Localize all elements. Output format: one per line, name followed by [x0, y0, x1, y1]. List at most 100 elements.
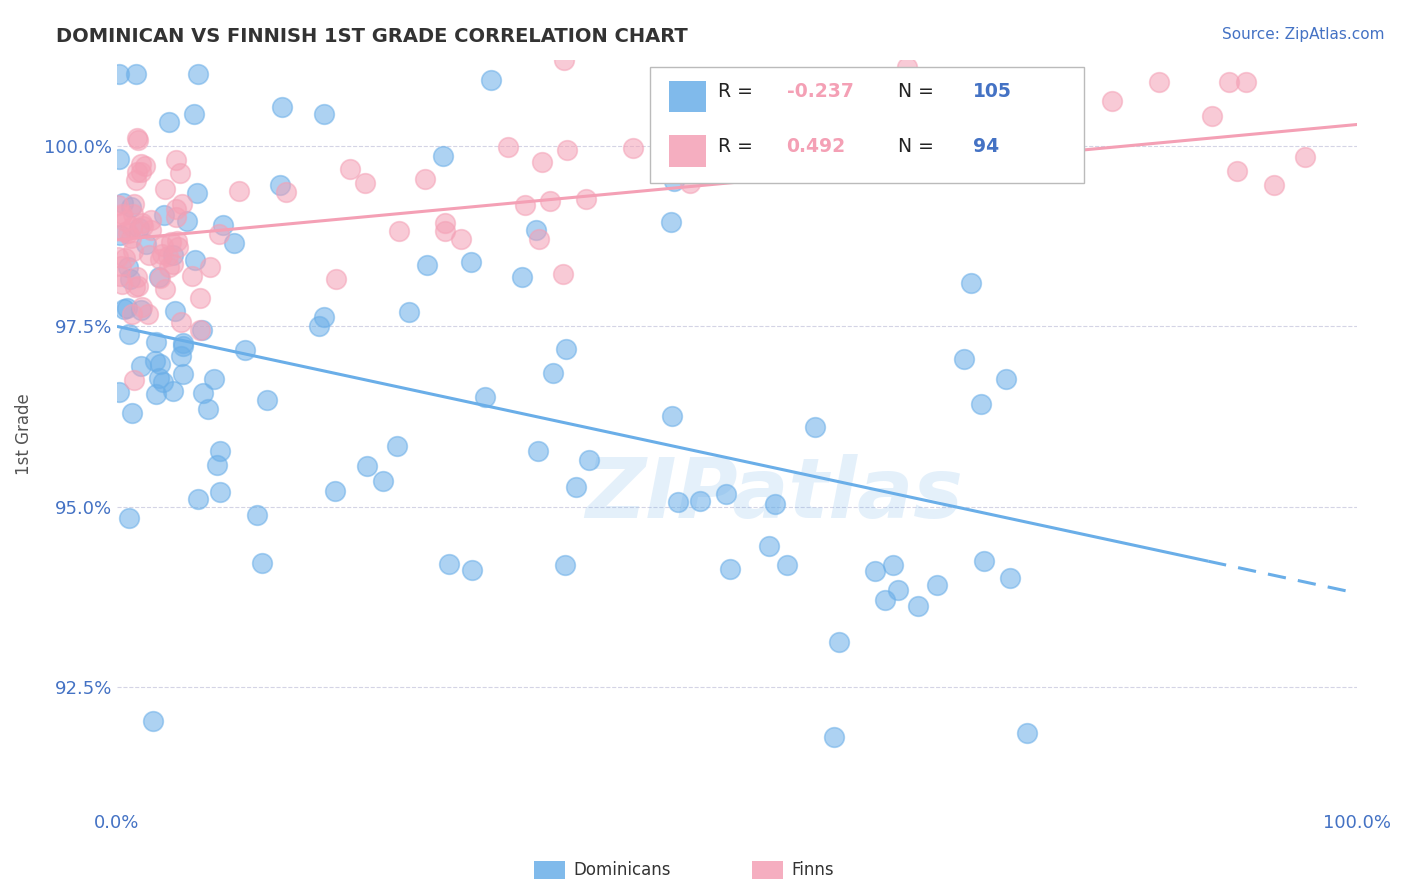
Point [108, 67, 131, 81]
Point [183, 107, 205, 121]
Point [120, 200, 142, 214]
Point [689, 494, 711, 508]
Point [166, 240, 188, 254]
Bar [669, 80, 706, 112]
Point [118, 271, 141, 285]
Point [433, 216, 456, 230]
Point [115, 301, 138, 315]
Point [828, 635, 851, 649]
Point [205, 458, 228, 472]
Point [149, 252, 172, 267]
Point [233, 343, 256, 357]
Point [172, 339, 194, 353]
Point [250, 557, 273, 571]
Point [110, 228, 132, 243]
Point [276, 185, 298, 199]
Point [157, 250, 180, 264]
Point [127, 270, 149, 285]
Point [246, 508, 269, 522]
FancyBboxPatch shape [650, 67, 1084, 184]
Point [157, 260, 180, 274]
Point [107, 250, 129, 264]
Point [432, 149, 454, 163]
Point [124, 67, 146, 81]
Point [578, 453, 600, 467]
Point [1218, 75, 1240, 89]
Point [526, 444, 548, 458]
Point [803, 419, 825, 434]
Point [776, 558, 799, 573]
Point [398, 304, 420, 318]
Point [121, 406, 143, 420]
Point [131, 216, 153, 230]
Point [479, 72, 502, 87]
Point [969, 397, 991, 411]
Point [122, 373, 145, 387]
Point [165, 210, 187, 224]
Point [170, 315, 193, 329]
Point [718, 562, 741, 576]
Point [114, 251, 136, 265]
Text: R =: R = [718, 136, 765, 156]
Point [138, 247, 160, 261]
Point [450, 232, 472, 246]
Point [575, 192, 598, 206]
Point [188, 291, 211, 305]
Point [437, 557, 460, 571]
Point [998, 571, 1021, 585]
Text: 94: 94 [973, 136, 998, 156]
Point [896, 60, 918, 74]
Point [149, 270, 172, 285]
Point [1294, 150, 1316, 164]
Point [882, 558, 904, 573]
Point [129, 303, 152, 318]
Point [565, 481, 588, 495]
Point [211, 218, 233, 232]
Point [1226, 163, 1249, 178]
Point [117, 260, 139, 275]
Point [131, 300, 153, 314]
Point [184, 253, 207, 268]
Point [125, 165, 148, 179]
Point [973, 554, 995, 568]
Point [153, 182, 176, 196]
Point [995, 371, 1018, 385]
Point [323, 484, 346, 499]
Point [135, 236, 157, 251]
Point [388, 224, 411, 238]
Point [270, 100, 292, 114]
Point [371, 474, 394, 488]
Point [538, 194, 561, 208]
Point [145, 334, 167, 349]
Point [152, 238, 174, 252]
Point [894, 147, 917, 161]
Point [761, 155, 783, 169]
Point [823, 731, 845, 745]
Point [127, 279, 149, 293]
Point [887, 582, 910, 597]
Point [621, 141, 644, 155]
Text: DOMINICAN VS FINNISH 1ST GRADE CORRELATION CHART: DOMINICAN VS FINNISH 1ST GRADE CORRELATI… [56, 27, 688, 45]
Point [149, 358, 172, 372]
Point [927, 578, 949, 592]
Point [122, 244, 145, 259]
Point [269, 178, 291, 192]
Point [180, 268, 202, 283]
Point [172, 336, 194, 351]
Point [153, 282, 176, 296]
Point [132, 219, 155, 234]
Point [114, 214, 136, 228]
Point [314, 106, 336, 120]
Point [122, 197, 145, 211]
Point [129, 157, 152, 171]
Point [385, 439, 408, 453]
Point [107, 198, 129, 212]
Point [141, 212, 163, 227]
Point [170, 349, 193, 363]
Point [142, 714, 165, 728]
Point [162, 257, 184, 271]
Point [112, 302, 135, 317]
Point [661, 409, 683, 424]
Point [308, 318, 330, 333]
Point [208, 227, 231, 242]
